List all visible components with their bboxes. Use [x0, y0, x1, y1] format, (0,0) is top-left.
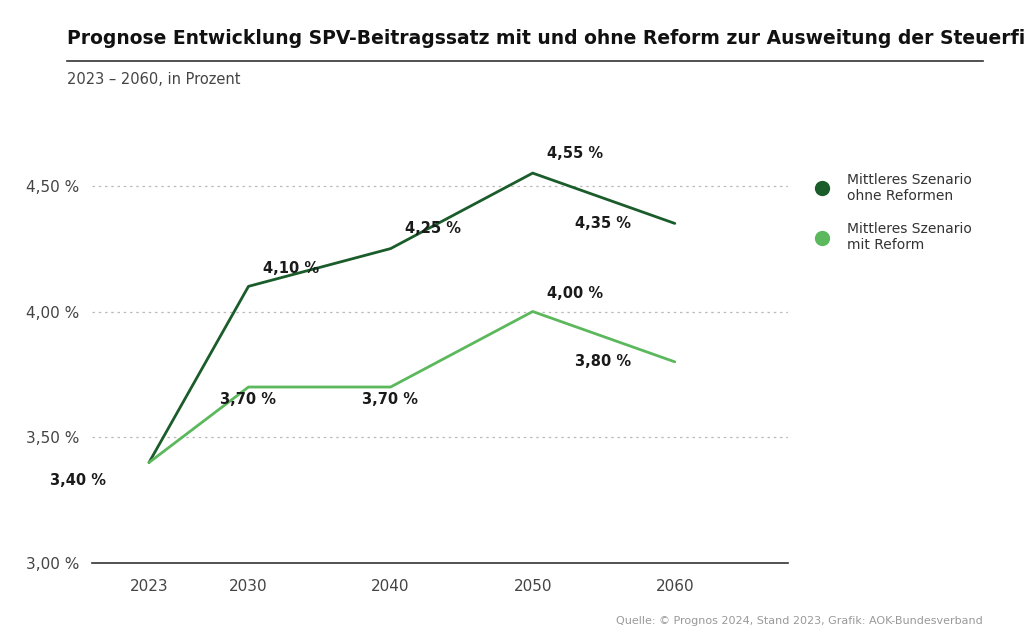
Text: 4,00 %: 4,00 %	[547, 287, 603, 301]
Text: 4,25 %: 4,25 %	[404, 221, 461, 236]
Text: 3,70 %: 3,70 %	[220, 392, 276, 407]
Legend: Mittleres Szenario
ohne Reformen, Mittleres Szenario
mit Reform: Mittleres Szenario ohne Reformen, Mittle…	[803, 167, 977, 258]
Text: 4,10 %: 4,10 %	[263, 261, 318, 276]
Text: Prognose Entwicklung SPV-Beitragssatz mit und ohne Reform zur Ausweitung der Ste: Prognose Entwicklung SPV-Beitragssatz mi…	[67, 29, 1024, 48]
Text: 3,70 %: 3,70 %	[362, 392, 418, 407]
Text: 4,35 %: 4,35 %	[575, 216, 632, 231]
Text: 2023 – 2060, in Prozent: 2023 – 2060, in Prozent	[67, 72, 240, 86]
Text: 3,80 %: 3,80 %	[575, 355, 632, 369]
Text: 3,40 %: 3,40 %	[50, 472, 106, 488]
Text: Quelle: © Prognos 2024, Stand 2023, Grafik: AOK-Bundesverband: Quelle: © Prognos 2024, Stand 2023, Graf…	[616, 616, 983, 626]
Text: 4,55 %: 4,55 %	[547, 145, 603, 161]
